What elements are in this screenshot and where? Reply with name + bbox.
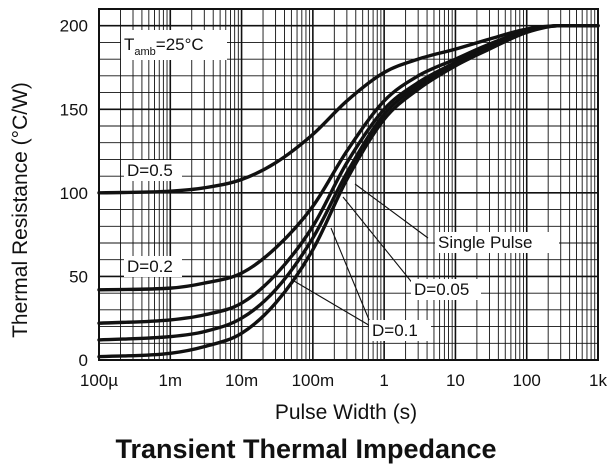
y-tick-label: 100 [60, 184, 88, 203]
x-tick-label: 100 [513, 371, 541, 390]
label-d-0-2: D=0.2 [127, 257, 173, 276]
tick-labels: 100µ 1m 10m 100m 1 10 100 1k 0 50 100 150 200 [60, 17, 608, 390]
chart-title: Transient Thermal Impedance [115, 434, 496, 464]
temperature-label-bg [121, 30, 227, 60]
label-d-0-2-bg [124, 256, 182, 277]
x-tick-label: 100m [292, 371, 335, 390]
x-tick-label: 1k [589, 371, 607, 390]
curve-d-0-5 [97, 24, 600, 195]
label-d-0-1-bg [369, 320, 431, 341]
label-single-pulse-bg [435, 232, 559, 253]
y-tick-label: 0 [79, 351, 88, 370]
label-d-0-05-bg [411, 279, 481, 300]
plot-frame [98, 8, 599, 361]
leader-d-0-05 [342, 196, 415, 286]
curves [97, 24, 600, 359]
leader-single-pulse [354, 183, 429, 239]
x-tick-label: 1 [379, 371, 388, 390]
x-tick-label: 1m [158, 371, 182, 390]
x-axis-title: Pulse Width (s) [275, 401, 417, 424]
label-d-0-1: D=0.1 [372, 321, 418, 340]
x-tick-label: 10 [446, 371, 465, 390]
curve-single-pulse [97, 24, 600, 359]
label-d-0-5-bg [124, 160, 182, 181]
temperature-label: Tamb=25°C [124, 35, 204, 58]
y-tick-label: 200 [60, 17, 88, 36]
leader-lines [293, 183, 429, 328]
y-axis-title: Thermal Resistance (°C/W) [9, 82, 32, 338]
annotations: D=0.5 D=0.2 Single Pulse D=0.05 D=0.1 Tamb=25… [121, 30, 559, 341]
leader-d-0-1 [330, 227, 373, 328]
x-tick-label: 100µ [80, 371, 118, 390]
y-tick-label: 50 [69, 267, 88, 286]
grid [98, 8, 598, 361]
y-tick-label: 150 [60, 100, 88, 119]
label-d-0-05: D=0.05 [414, 280, 469, 299]
x-tick-label: 10m [225, 371, 258, 390]
label-single-pulse: Single Pulse [438, 233, 533, 252]
label-d-0-5: D=0.5 [127, 161, 173, 180]
leader-d-0-1-b [293, 280, 373, 328]
